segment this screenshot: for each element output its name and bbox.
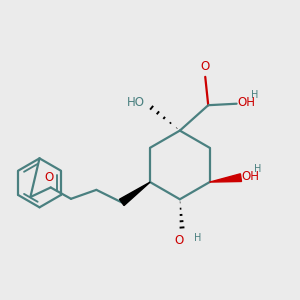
Polygon shape [119,182,150,206]
Text: H: H [254,164,262,174]
Text: O: O [201,60,210,73]
Text: OH: OH [237,96,255,109]
Text: H: H [194,233,202,243]
Text: O: O [45,172,54,184]
Polygon shape [210,174,242,182]
Text: HO: HO [127,96,145,109]
Text: OH: OH [242,170,260,183]
Text: H: H [250,90,258,100]
Text: O: O [175,234,184,247]
